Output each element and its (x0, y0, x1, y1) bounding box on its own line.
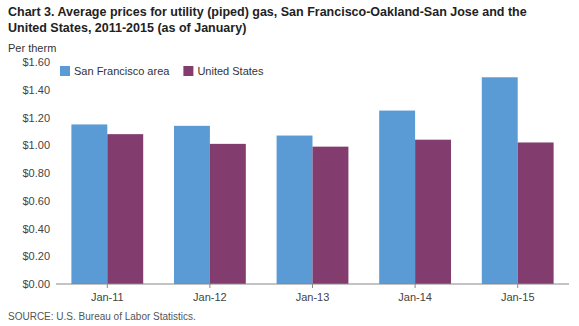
chart: Chart 3. Average prices for utility (pip… (0, 0, 579, 326)
y-tick-label: $0.00 (22, 278, 50, 290)
x-tick (312, 284, 313, 288)
x-tick (209, 284, 210, 288)
bar (107, 134, 143, 284)
x-tick (517, 284, 518, 288)
y-axis-label: Per therm (8, 42, 56, 54)
bar (210, 144, 246, 284)
y-tick-label: $0.40 (22, 223, 50, 235)
bar (277, 136, 313, 284)
bar (415, 140, 451, 284)
legend-swatch (183, 66, 193, 76)
bar (174, 126, 210, 284)
y-tick-label: $1.00 (22, 139, 50, 151)
bar (482, 77, 518, 284)
y-tick-label: $1.40 (22, 84, 50, 96)
legend-label: United States (197, 65, 264, 77)
x-tick-label: Jan-15 (501, 291, 535, 303)
title: Chart 3. Average prices for utility (pip… (8, 5, 527, 35)
source: SOURCE: U.S. Bureau of Labor Statistics. (8, 311, 196, 322)
x-tick-label: Jan-14 (398, 291, 432, 303)
bars (71, 77, 553, 284)
y-tick-label: $0.20 (22, 250, 50, 262)
y-tick-label: $1.60 (22, 56, 50, 68)
legend: San Francisco area United States (60, 65, 264, 77)
x-tick-label: Jan-12 (193, 291, 227, 303)
bar (379, 111, 415, 284)
y-tick-label: $1.20 (22, 112, 50, 124)
legend-label: San Francisco area (74, 65, 170, 77)
x-tick-label: Jan-11 (91, 291, 124, 303)
x-tick (107, 284, 108, 288)
bar (71, 124, 107, 284)
x-tick (415, 284, 416, 288)
bar (518, 142, 554, 284)
y-tick-label: $0.60 (22, 195, 50, 207)
x-tick-label: Jan-13 (296, 291, 330, 303)
legend-swatch (60, 66, 70, 76)
y-tick-label: $0.80 (22, 167, 50, 179)
bar (313, 147, 349, 284)
